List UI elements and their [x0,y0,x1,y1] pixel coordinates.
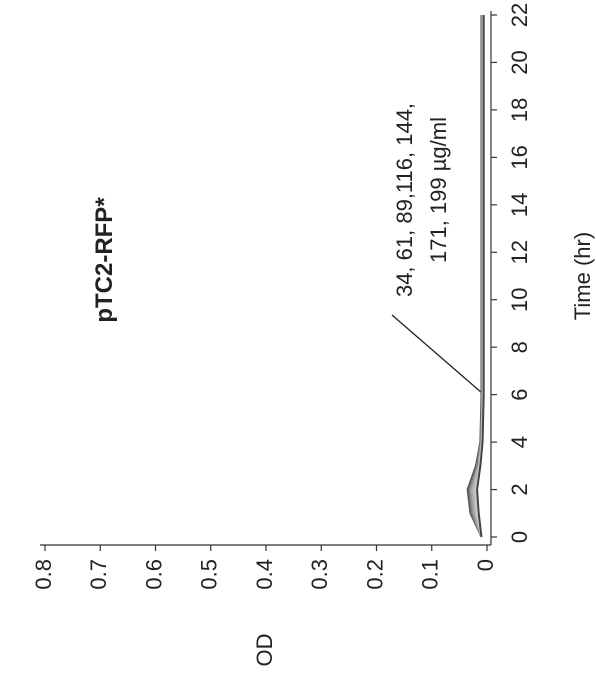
y-tick-label: 0.1 [418,559,443,590]
y-tick-label: 0.6 [141,559,166,590]
x-tick-label: 18 [507,98,532,122]
x-tick-label: 2 [507,483,532,495]
y-tick-label: 0 [473,559,498,571]
rotated-chart: pTC2-RFP* Time (hr) OD 34, 61, 89,116, 1… [31,3,595,667]
x-tick-label: 6 [507,389,532,401]
annotation: 34, 61, 89,116, 144, [392,103,417,297]
y-tick-label: 0.5 [197,559,222,590]
x-tick-label: 12 [507,240,532,264]
x-axis-label: Time (hr) [570,232,595,320]
data-line [476,15,485,538]
x-tick-label: 8 [507,341,532,353]
x-tick-label: 14 [507,193,532,217]
x-tick-label: 4 [507,436,532,448]
y-tick-label: 0.4 [252,559,277,590]
y-tick-label: 0.3 [307,559,332,590]
chart-title: pTC2-RFP* [91,197,118,323]
x-tick-label: 0 [507,531,532,543]
y-tick-label: 0.8 [31,559,56,590]
y-tick-label: 0.2 [362,559,387,590]
x-tick-label: 20 [507,50,532,74]
x-tick-label: 16 [507,145,532,169]
x-tick-label: 10 [507,287,532,311]
y-tick-label: 0.7 [86,559,111,590]
y-axis-label: OD [252,634,277,667]
annotation: 171, 199 µg/ml [426,117,451,263]
x-tick-label: 22 [507,3,532,27]
annotation-pointer [391,314,483,394]
